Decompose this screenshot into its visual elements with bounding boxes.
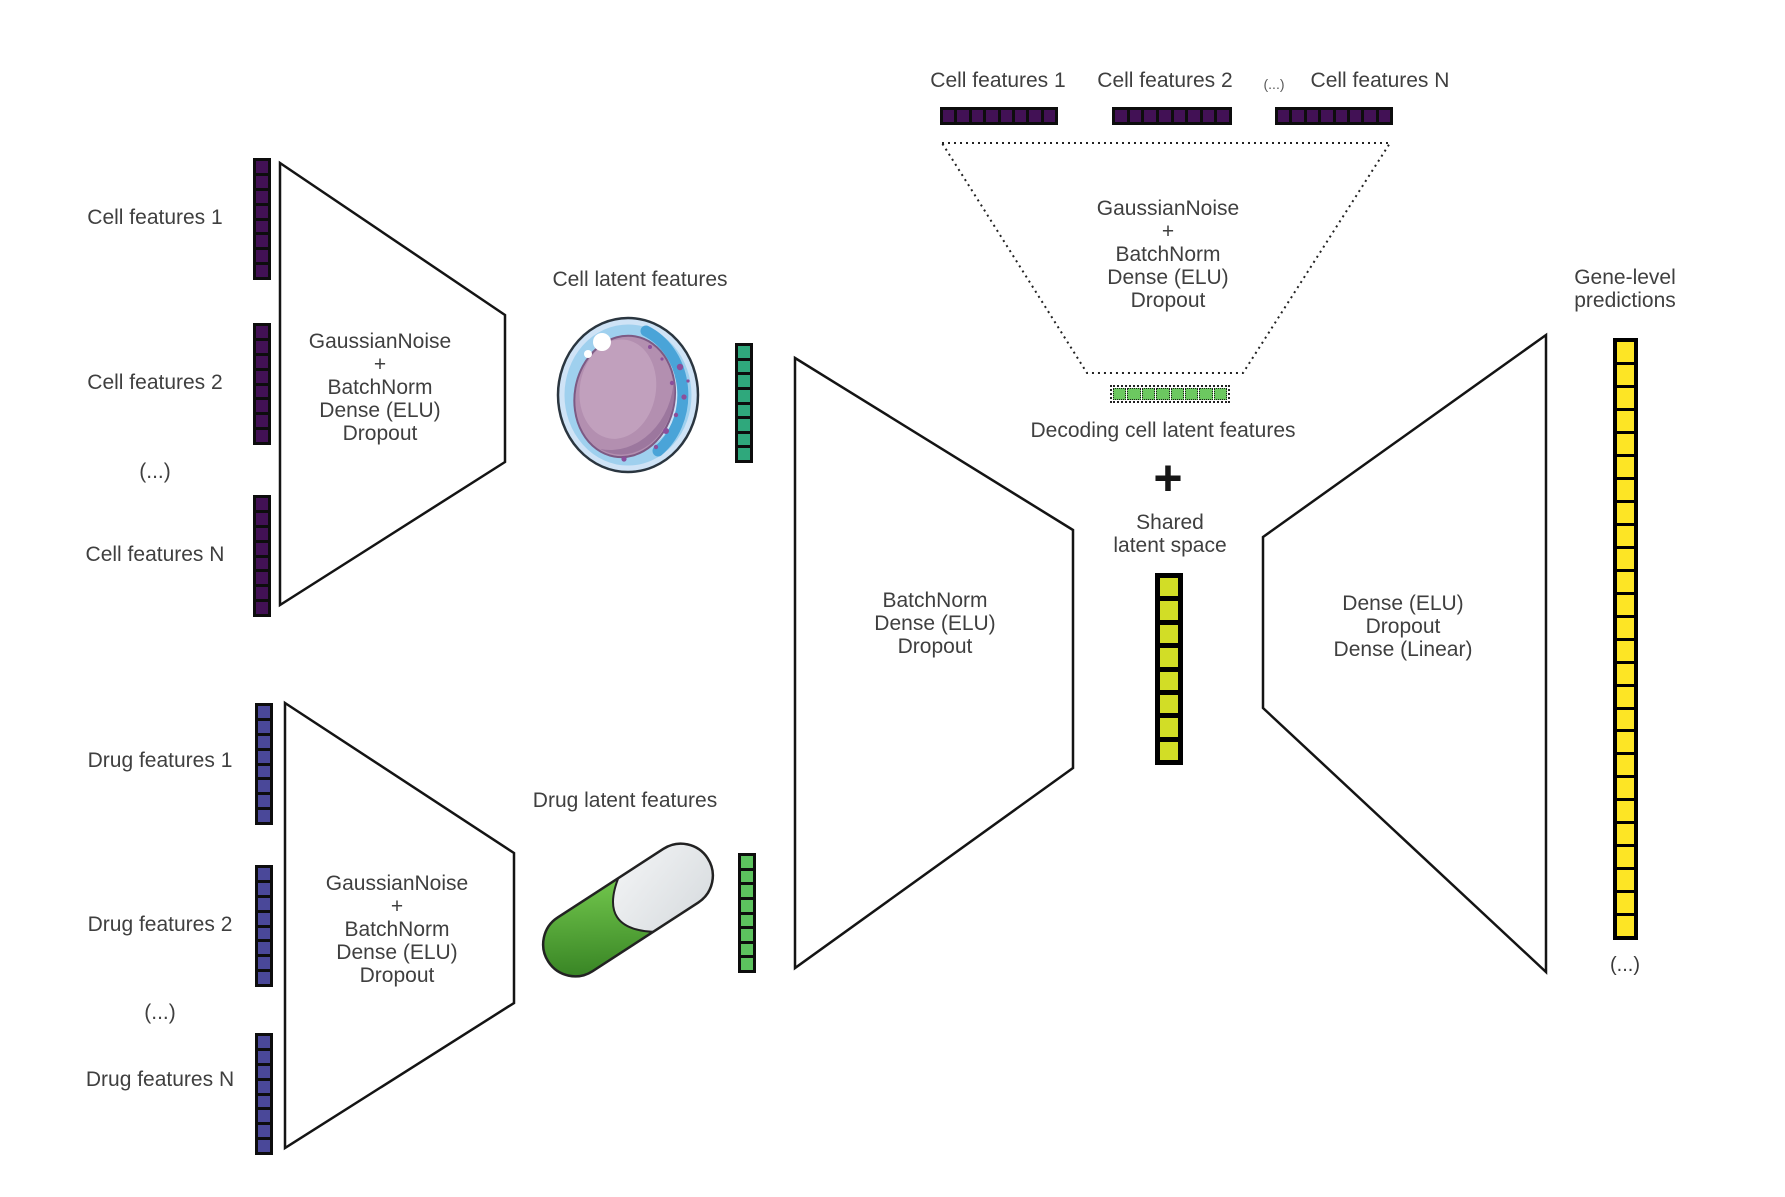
- cell-illustration: [556, 316, 700, 474]
- decoder-cell-features-ellipsis: (...): [1263, 76, 1285, 92]
- drug-features-n-label: Drug features N: [85, 1068, 235, 1091]
- cell-latent-label: Cell latent features: [552, 268, 728, 291]
- merge-encoder-line: Dropout: [897, 635, 973, 658]
- decoder-cell-features-n-bar: [1275, 107, 1393, 125]
- cell-encoder-text: GaussianNoise + BatchNorm Dense (ELU) Dr…: [280, 330, 480, 445]
- drug-features-2-label: Drug features 2: [87, 913, 233, 936]
- cell-encoder-line: GaussianNoise: [308, 330, 452, 353]
- cell-encoder-line: +: [373, 353, 387, 376]
- cell-features-n-label: Cell features N: [85, 543, 225, 566]
- drug-latent-bar: [738, 853, 756, 973]
- drug-features-n-bar: [255, 1033, 273, 1155]
- cell-decoder-line: +: [1161, 220, 1175, 243]
- decoder-cell-features-1-bar: [940, 107, 1058, 125]
- drug-encoder-trapezoid: [283, 700, 516, 1151]
- cell-features-2-label: Cell features 2: [87, 371, 223, 394]
- drug-features-ellipsis: (...): [144, 1001, 176, 1024]
- output-decoder-text: Dense (ELU) Dropout Dense (Linear): [1278, 592, 1528, 661]
- shared-latent-label-line: Shared: [1136, 511, 1204, 534]
- drug-features-2-bar: [255, 865, 273, 987]
- cell-encoder-line: Dense (ELU): [319, 399, 441, 422]
- drug-encoder-text: GaussianNoise + BatchNorm Dense (ELU) Dr…: [292, 872, 502, 987]
- gene-predictions-label-line: predictions: [1574, 289, 1676, 312]
- output-decoder-line: Dense (Linear): [1333, 638, 1473, 661]
- pill-illustration: [530, 842, 715, 989]
- plus-sign: +: [1153, 450, 1183, 506]
- cell-decoder-line: BatchNorm: [1115, 243, 1221, 266]
- merge-encoder-text: BatchNorm Dense (ELU) Dropout: [810, 589, 1060, 658]
- gene-predictions-label: Gene-level predictions: [1525, 266, 1725, 312]
- cell-encoder-line: BatchNorm: [327, 376, 433, 399]
- cell-decoder-line: GaussianNoise: [1096, 197, 1240, 220]
- gene-predictions-bar: [1613, 338, 1638, 940]
- merge-encoder-trapezoid: [793, 355, 1075, 971]
- drug-features-1-label: Drug features 1: [87, 749, 233, 772]
- cell-features-ellipsis: (...): [139, 460, 171, 483]
- cell-encoder-line: Dropout: [342, 422, 418, 445]
- drug-encoder-line: BatchNorm: [344, 918, 450, 941]
- output-decoder-trapezoid: [1261, 332, 1548, 975]
- decoder-cell-features-2-label: Cell features 2: [1097, 69, 1233, 92]
- shared-latent-label: Shared latent space: [1070, 511, 1270, 557]
- drug-encoder-line: Dense (ELU): [336, 941, 458, 964]
- shared-latent-bar: [1155, 573, 1183, 765]
- decoder-cell-features-n-label: Cell features N: [1310, 69, 1450, 92]
- cell-decoder-funnel: [940, 142, 1392, 374]
- decoder-cell-features-1-label: Cell features 1: [930, 69, 1066, 92]
- cell-decoder-funnel-text: GaussianNoise + BatchNorm Dense (ELU) Dr…: [1040, 197, 1296, 312]
- decoding-caption: Decoding cell latent features: [1030, 419, 1296, 442]
- shared-latent-label-line: latent space: [1113, 534, 1227, 557]
- cell-decoder-line: Dense (ELU): [1107, 266, 1229, 289]
- decoder-cell-features-2-bar: [1112, 107, 1232, 125]
- drug-encoder-line: +: [390, 895, 404, 918]
- output-decoder-line: Dropout: [1365, 615, 1441, 638]
- merge-encoder-line: BatchNorm: [882, 589, 988, 612]
- output-decoder-line: Dense (ELU): [1342, 592, 1464, 615]
- cell-features-2-bar: [253, 323, 271, 445]
- drug-encoder-line: Dropout: [359, 964, 435, 987]
- merge-encoder-line: Dense (ELU): [874, 612, 996, 635]
- cell-latent-bar: [735, 343, 753, 463]
- drug-features-1-bar: [255, 703, 273, 825]
- gene-predictions-ellipsis: (...): [1610, 954, 1640, 976]
- cell-features-n-bar: [253, 495, 271, 617]
- cell-encoder-trapezoid: [278, 160, 507, 608]
- drug-encoder-line: GaussianNoise: [325, 872, 469, 895]
- gene-predictions-label-line: Gene-level: [1574, 266, 1676, 289]
- decoding-latent-bar: [1110, 385, 1230, 403]
- cell-features-1-label: Cell features 1: [87, 206, 223, 229]
- cell-decoder-line: Dropout: [1130, 289, 1206, 312]
- drug-latent-label: Drug latent features: [532, 789, 718, 812]
- cell-features-1-bar: [253, 158, 271, 280]
